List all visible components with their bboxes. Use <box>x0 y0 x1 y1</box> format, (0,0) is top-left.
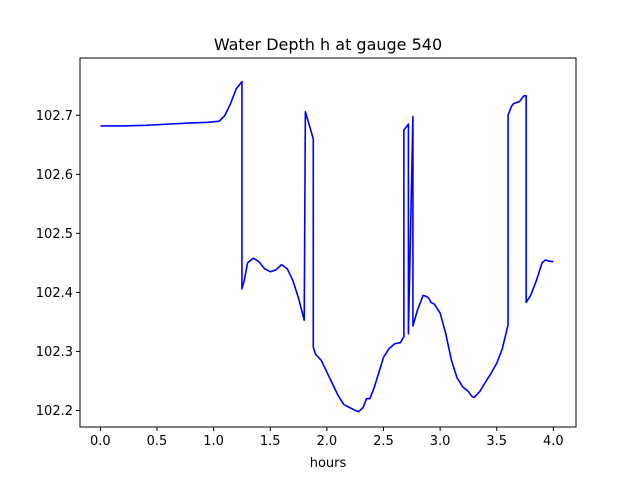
x-tick-label: 3.5 <box>486 434 507 449</box>
y-tick-label: 102.7 <box>36 109 73 124</box>
series-line-0 <box>100 80 554 413</box>
x-axis-label: hours <box>310 456 347 471</box>
y-tick-label: 102.3 <box>36 345 73 360</box>
series-layer <box>100 80 554 413</box>
x-tick-label: 2.5 <box>373 434 394 449</box>
x-axis: 0.0 0.5 1.0 1.5 2.0 2.5 3.0 3.5 4.0 <box>90 427 564 449</box>
y-tick-label: 102.2 <box>36 404 73 419</box>
x-tick-label: 0.5 <box>147 434 168 449</box>
x-tick-label: 1.5 <box>260 434 281 449</box>
y-tick-label: 102.6 <box>36 168 73 183</box>
x-tick-label: 1.0 <box>203 434 224 449</box>
y-axis: 102.2 102.3 102.4 102.5 102.6 102.7 <box>36 109 80 419</box>
y-tick-label: 102.5 <box>36 227 73 242</box>
x-tick-label: 3.0 <box>430 434 451 449</box>
y-tick-label: 102.4 <box>36 286 73 301</box>
x-tick-label: 4.0 <box>543 434 564 449</box>
chart-title: Water Depth h at gauge 540 <box>214 35 442 54</box>
x-tick-label: 0.0 <box>90 434 111 449</box>
x-tick-label: 2.0 <box>317 434 338 449</box>
plot-frame <box>79 57 577 428</box>
